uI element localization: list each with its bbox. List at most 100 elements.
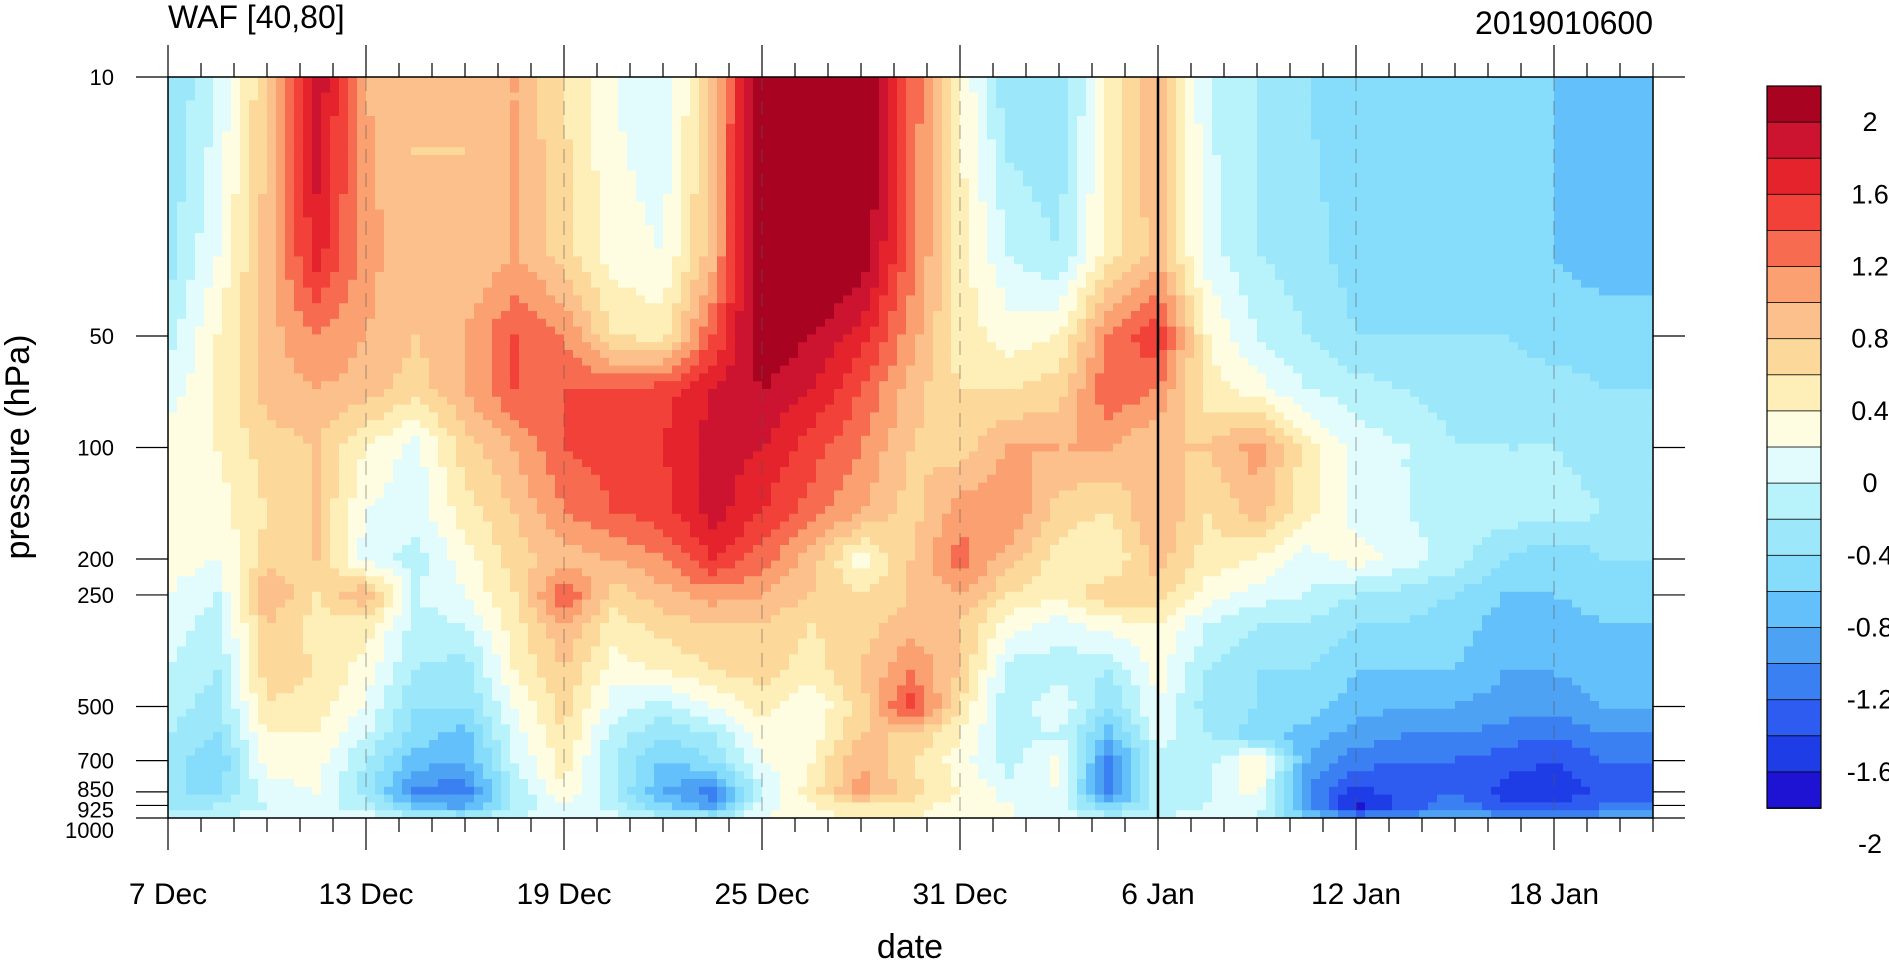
heatmap-cell — [735, 217, 745, 226]
heatmap-cell — [1176, 209, 1186, 218]
heatmap-cell — [708, 170, 718, 179]
heatmap-cell — [528, 225, 538, 234]
heatmap-cell — [1239, 209, 1249, 218]
heatmap-cell — [933, 240, 943, 250]
heatmap-cell — [429, 272, 439, 281]
heatmap-cell — [591, 178, 601, 187]
heatmap-cell — [1482, 100, 1492, 109]
heatmap-cell — [168, 116, 178, 125]
heatmap-cell — [285, 131, 295, 140]
heatmap-cell — [618, 279, 628, 289]
heatmap-cell — [1131, 201, 1141, 211]
heatmap-cell — [1113, 287, 1123, 296]
heatmap-cell — [249, 147, 259, 156]
heatmap-cell — [1572, 170, 1582, 179]
heatmap-cell — [222, 116, 232, 125]
heatmap-cell — [1527, 84, 1537, 94]
heatmap-cell — [870, 295, 880, 304]
heatmap-cell — [1284, 201, 1294, 211]
heatmap-cell — [834, 303, 844, 312]
heatmap-cell — [780, 100, 790, 109]
heatmap-cell — [1095, 209, 1105, 218]
heatmap-cell — [834, 217, 844, 226]
heatmap-cell — [1284, 162, 1294, 172]
heatmap-cell — [807, 147, 817, 156]
heatmap-cell — [1338, 100, 1348, 109]
heatmap-cell — [1032, 100, 1042, 109]
heatmap-cell — [546, 139, 556, 148]
heatmap-cell — [492, 303, 502, 312]
heatmap-cell — [348, 240, 358, 250]
heatmap-cell — [1572, 279, 1582, 289]
heatmap-cell — [411, 264, 421, 273]
heatmap-cell — [1095, 131, 1105, 140]
heatmap-cell — [1374, 100, 1384, 109]
heatmap-cell — [744, 155, 754, 164]
heatmap-cell — [1005, 233, 1015, 242]
heatmap-cell — [267, 155, 277, 164]
heatmap-cell — [654, 162, 664, 172]
heatmap-cell — [1248, 108, 1258, 117]
heatmap-cell — [1644, 108, 1653, 117]
heatmap-cell — [564, 264, 574, 273]
heatmap-cell — [258, 92, 268, 101]
heatmap-cell — [996, 131, 1006, 140]
heatmap-cell — [492, 139, 502, 148]
heatmap-cell — [987, 295, 997, 304]
heatmap-cell — [1401, 92, 1411, 101]
heatmap-cell — [924, 84, 934, 94]
heatmap-cell — [870, 170, 880, 179]
heatmap-cell — [1401, 116, 1411, 125]
heatmap-cell — [1068, 248, 1078, 257]
heatmap-cell — [1401, 131, 1411, 140]
chart-title: WAF [40,80] — [168, 0, 345, 35]
heatmap-cell — [474, 139, 484, 148]
heatmap-cell — [294, 178, 304, 187]
heatmap-cell — [168, 240, 178, 250]
heatmap-cell — [879, 225, 889, 234]
heatmap-cell — [1185, 77, 1195, 86]
heatmap-cell — [1122, 116, 1132, 125]
heatmap-cell — [1320, 84, 1330, 94]
heatmap-cell — [1617, 162, 1627, 172]
heatmap-cell — [168, 311, 178, 320]
heatmap-cell — [420, 264, 430, 273]
heatmap-cell — [1374, 279, 1384, 289]
heatmap-cell — [1572, 186, 1582, 195]
heatmap-cell — [1203, 116, 1213, 125]
heatmap-cell — [996, 116, 1006, 125]
heatmap-cell — [1041, 209, 1051, 218]
heatmap-cell — [969, 303, 979, 312]
heatmap-cell — [429, 233, 439, 242]
heatmap-cell — [861, 84, 871, 94]
heatmap-cell — [1356, 147, 1366, 156]
heatmap-cell — [510, 272, 520, 281]
heatmap-cell — [474, 84, 484, 94]
heatmap-cell — [1275, 92, 1285, 101]
heatmap-cell — [1509, 170, 1519, 179]
heatmap-cell — [1608, 147, 1618, 156]
heatmap-cell — [1257, 131, 1267, 140]
heatmap-cell — [339, 295, 349, 304]
heatmap-cell — [636, 186, 646, 195]
heatmap-cell — [591, 272, 601, 281]
heatmap-cell — [1068, 116, 1078, 125]
heatmap-cell — [861, 194, 871, 203]
heatmap-cell — [1419, 100, 1429, 109]
heatmap-cell — [897, 217, 907, 226]
heatmap-cell — [402, 256, 412, 265]
heatmap-cell — [501, 287, 511, 296]
heatmap-cell — [879, 186, 889, 195]
heatmap-cell — [1446, 108, 1456, 117]
heatmap-cell — [213, 147, 223, 156]
heatmap-cell — [1410, 170, 1420, 179]
heatmap-cell — [438, 147, 448, 156]
heatmap-cell — [1563, 147, 1573, 156]
heatmap-cell — [1041, 248, 1051, 257]
heatmap-cell — [393, 116, 403, 125]
heatmap-cell — [1266, 272, 1276, 281]
heatmap-cell — [1329, 147, 1339, 156]
heatmap-cell — [1212, 272, 1222, 281]
heatmap-cell — [1482, 295, 1492, 304]
heatmap-cell — [1131, 123, 1141, 133]
